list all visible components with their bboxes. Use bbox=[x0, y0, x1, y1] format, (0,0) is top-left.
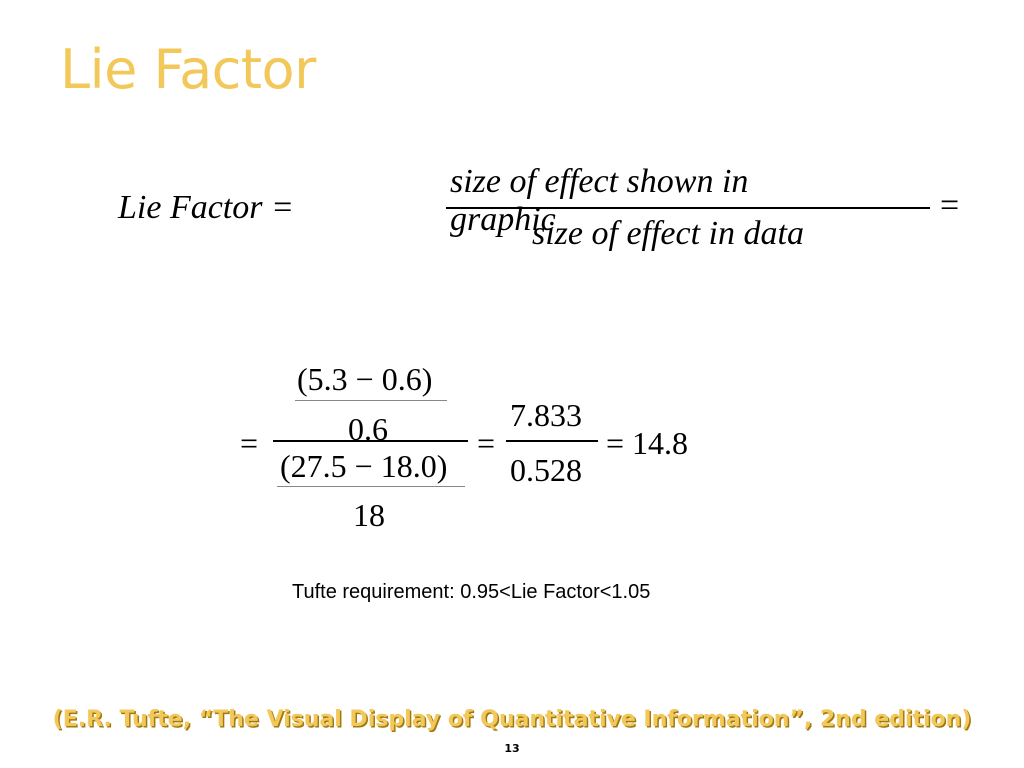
calc-frac-bar bbox=[506, 440, 598, 442]
formula-denominator: size of effect in data bbox=[532, 215, 804, 252]
calc-den-bar bbox=[277, 486, 465, 487]
calc-frac-den: 0.528 bbox=[510, 452, 582, 488]
calc-frac-num: 7.833 bbox=[510, 397, 582, 433]
lie-factor-formula: Lie Factor = size of effect shown in gra… bbox=[118, 163, 959, 263]
formula-equals: = bbox=[940, 187, 960, 224]
calc-equals-mid: = bbox=[477, 425, 496, 461]
calc-num-bar bbox=[295, 400, 447, 401]
calc-den-top: (27.5 − 18.0) bbox=[280, 448, 448, 484]
calc-result: = 14.8 bbox=[606, 425, 689, 461]
calc-main-bar bbox=[273, 440, 468, 442]
calc-equals-left: = bbox=[240, 425, 259, 461]
citation: (E.R. Tufte, “The Visual Display of Quan… bbox=[52, 707, 972, 732]
formula-fraction-bar bbox=[446, 207, 930, 209]
calc-den-bottom: 18 bbox=[353, 497, 385, 533]
lie-factor-calculation: = (5.3 − 0.6) 0.6 (27.5 − 18.0) 18 = 7.8… bbox=[240, 355, 720, 535]
slide-title: Lie Factor bbox=[60, 38, 316, 101]
calc-num-bottom: 0.6 bbox=[348, 411, 388, 447]
calc-num-top: (5.3 − 0.6) bbox=[297, 361, 433, 397]
tufte-requirement: Tufte requirement: 0.95<Lie Factor<1.05 bbox=[292, 581, 651, 603]
formula-lhs: Lie Factor = bbox=[118, 189, 294, 226]
page-number: 13 bbox=[504, 742, 520, 755]
